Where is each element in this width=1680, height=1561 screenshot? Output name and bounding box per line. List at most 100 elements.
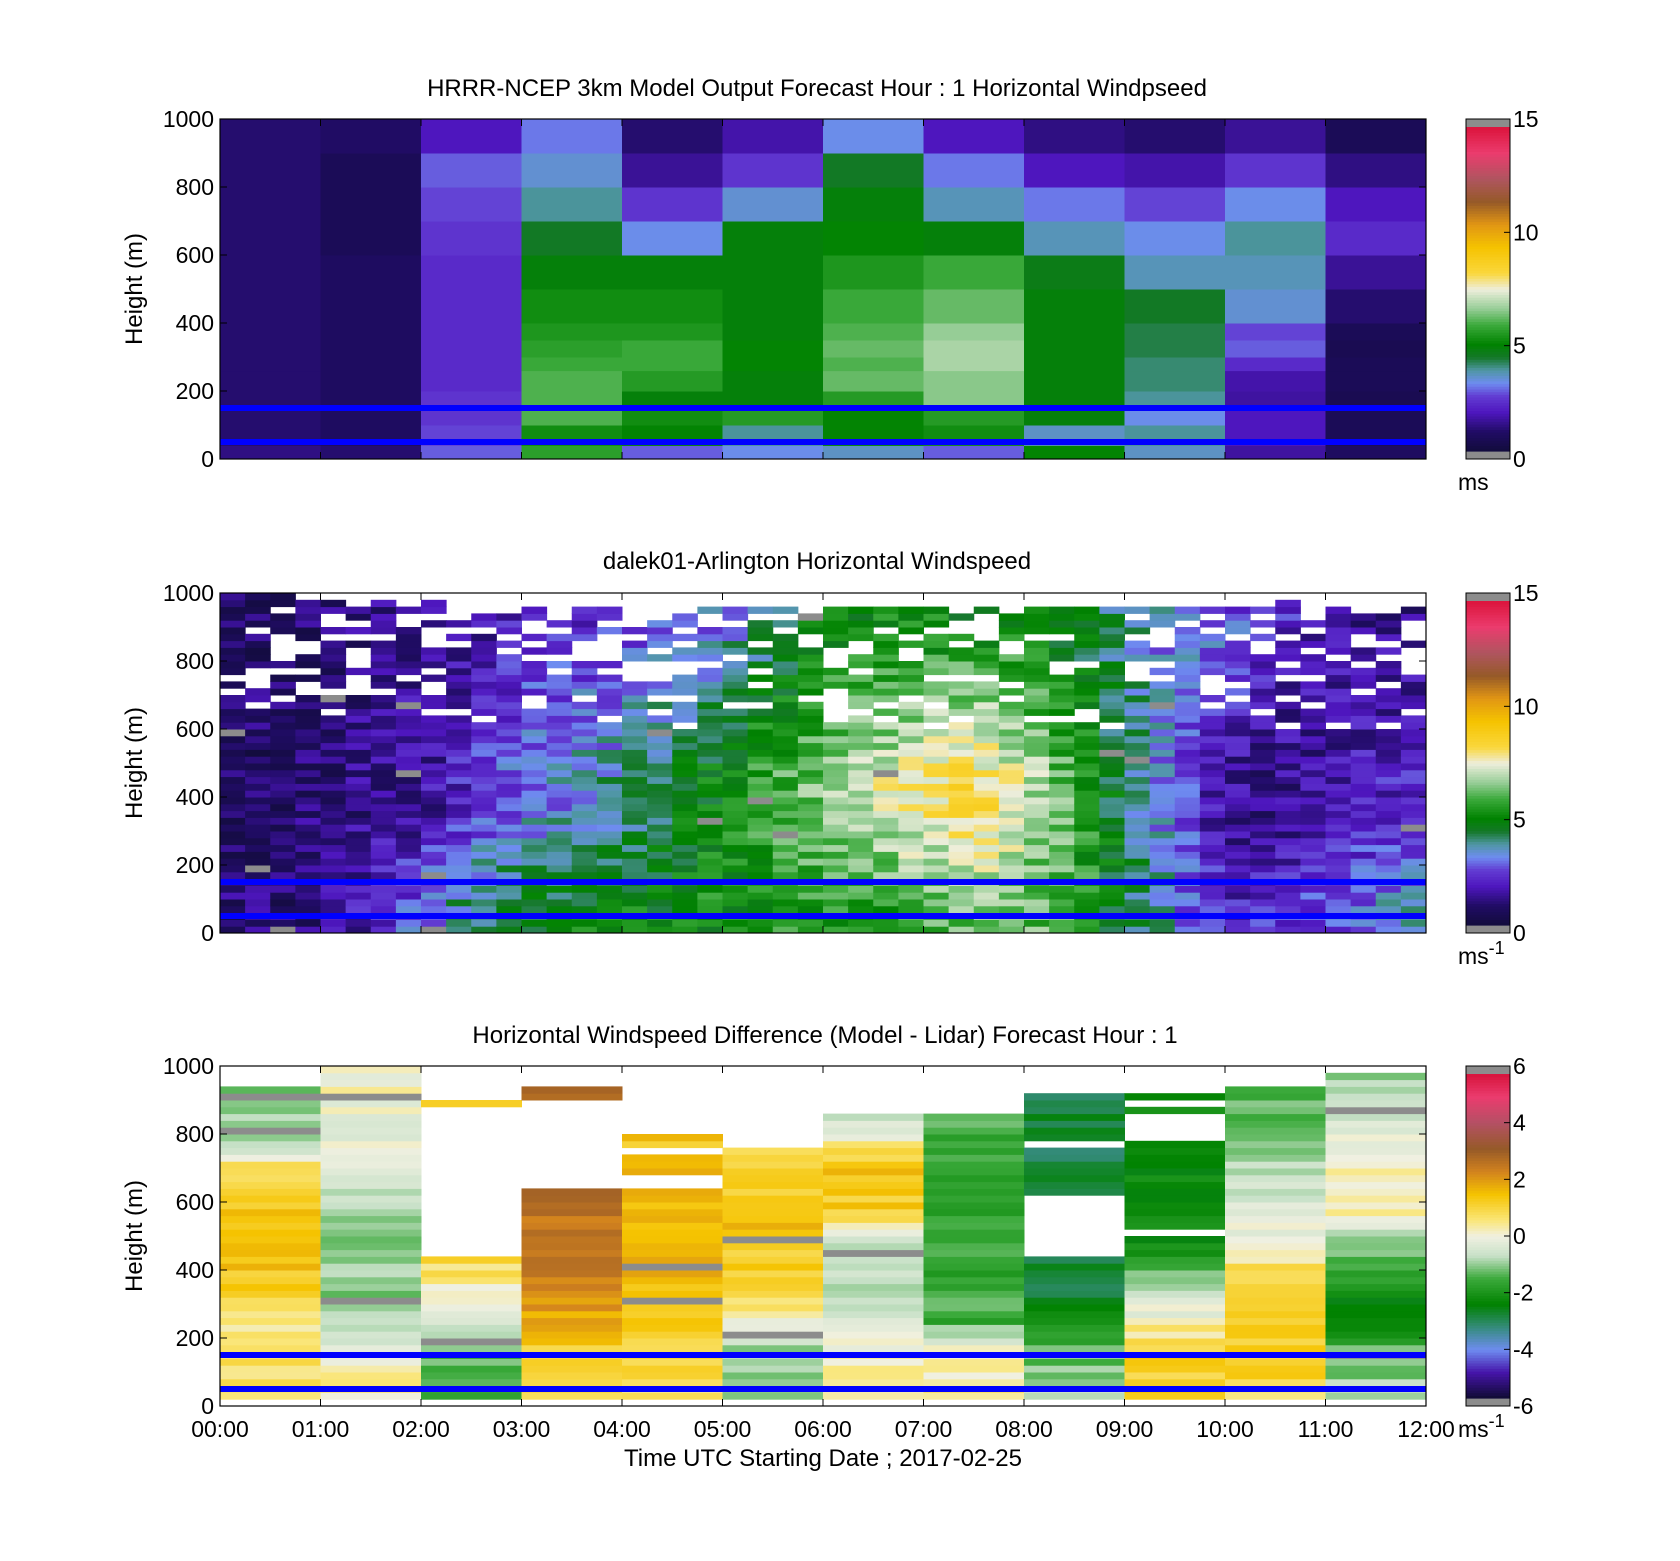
heatmap-cell <box>521 885 548 893</box>
heatmap-cell <box>521 1310 623 1319</box>
colorbar-swatch <box>1466 1327 1510 1332</box>
y-tick-label: 0 <box>201 920 214 946</box>
heatmap-cell <box>1275 919 1301 927</box>
heatmap-cell <box>1074 844 1100 852</box>
heatmap-cell <box>370 735 397 744</box>
heatmap-cell <box>1024 790 1050 798</box>
colorbar-swatch <box>1466 253 1510 258</box>
heatmap-cell <box>848 871 874 880</box>
heatmap-cell <box>546 749 573 757</box>
heatmap-cell <box>1099 919 1125 927</box>
heatmap-cell <box>446 729 472 737</box>
heatmap-cell <box>521 357 623 372</box>
heatmap-cell <box>923 633 950 642</box>
heatmap-cell <box>823 1113 924 1121</box>
heatmap-cell <box>471 858 497 866</box>
heatmap-cell <box>923 905 950 914</box>
heatmap-cell <box>220 593 246 601</box>
heatmap-cell <box>1400 926 1427 934</box>
heatmap-cell <box>1225 810 1251 818</box>
colorbar-swatch <box>1466 865 1510 869</box>
heatmap-cell <box>1099 926 1125 934</box>
colorbar-swatch <box>1466 170 1510 174</box>
heatmap-cell <box>1275 858 1301 866</box>
heatmap-cell <box>421 1372 522 1380</box>
heatmap-cell <box>1074 681 1100 689</box>
heatmap-cell <box>848 769 874 778</box>
heatmap-cell <box>471 831 497 839</box>
heatmap-cell <box>1024 221 1125 256</box>
heatmap-cell <box>772 749 799 757</box>
heatmap-cell <box>1099 708 1125 716</box>
heatmap-cell <box>1225 1263 1326 1271</box>
heatmap-cell <box>848 810 874 818</box>
heatmap-cell <box>1400 899 1427 907</box>
heatmap-cell <box>1124 289 1226 324</box>
heatmap-cell <box>421 831 447 839</box>
heatmap-cell <box>823 1304 924 1312</box>
heatmap-cell <box>1350 871 1377 880</box>
heatmap-cell <box>923 1168 1025 1176</box>
heatmap-cell <box>697 858 723 866</box>
heatmap-cell <box>245 708 271 716</box>
heatmap-cell <box>923 1270 1025 1278</box>
heatmap-cell <box>220 899 246 907</box>
heatmap-cell <box>395 831 422 839</box>
heatmap-cell <box>722 408 824 426</box>
heatmap-cell <box>973 871 1000 880</box>
heatmap-cell <box>496 695 522 703</box>
heatmap-cell <box>1024 1263 1125 1271</box>
heatmap-cell <box>320 1120 422 1128</box>
heatmap-cell <box>220 606 246 614</box>
heatmap-cell <box>220 1283 321 1291</box>
heatmap-cell <box>1024 1297 1125 1305</box>
heatmap-cell <box>1225 1222 1326 1230</box>
heatmap-cell <box>772 701 799 710</box>
heatmap-cell <box>546 871 573 880</box>
heatmap-cell <box>1325 1344 1427 1353</box>
heatmap-cell <box>672 851 698 859</box>
heatmap-cell <box>245 783 271 791</box>
heatmap-cell <box>1225 749 1251 757</box>
heatmap-cell <box>722 1378 824 1387</box>
heatmap-cell <box>320 837 347 846</box>
colorbar-swatch <box>1466 887 1510 891</box>
heatmap-cell <box>220 1229 321 1237</box>
heatmap-cell <box>672 749 698 757</box>
heatmap-cell <box>521 790 548 798</box>
heatmap-cell <box>320 119 422 154</box>
heatmap-cell <box>1300 783 1326 791</box>
heatmap-cell <box>1350 681 1377 689</box>
heatmap-cell <box>622 1276 723 1285</box>
heatmap-cell <box>1350 810 1377 818</box>
heatmap-cell <box>1024 817 1050 825</box>
heatmap-cell <box>1149 783 1176 791</box>
heatmap-cell <box>772 661 799 669</box>
heatmap-cell <box>1199 844 1226 852</box>
heatmap-cell <box>672 837 698 846</box>
heatmap-cell <box>973 701 1000 710</box>
heatmap-cell <box>1124 831 1151 839</box>
heatmap-cell <box>823 640 849 648</box>
heatmap-cell <box>395 769 422 778</box>
heatmap-cell <box>1275 763 1301 771</box>
heatmap-cell <box>1350 926 1377 934</box>
heatmap-cell <box>1250 674 1276 682</box>
heatmap-cell <box>1325 323 1427 341</box>
heatmap-cell <box>898 790 924 798</box>
heatmap-cell <box>672 620 698 628</box>
heatmap-cell <box>295 715 321 723</box>
heatmap-cell <box>797 620 824 628</box>
heatmap-cell <box>421 153 522 188</box>
heatmap-cell <box>345 817 372 825</box>
heatmap-cell <box>1275 797 1301 805</box>
colorbar-swatch <box>1466 741 1510 745</box>
heatmap-cell <box>220 1188 321 1196</box>
heatmap-cell <box>596 688 623 696</box>
heatmap-cell <box>1124 919 1151 927</box>
colorbar-swatch <box>1466 205 1510 209</box>
heatmap-cell <box>772 620 799 628</box>
heatmap-cell <box>571 871 598 880</box>
heatmap-cell <box>1275 756 1301 764</box>
heatmap-cell <box>546 817 573 825</box>
